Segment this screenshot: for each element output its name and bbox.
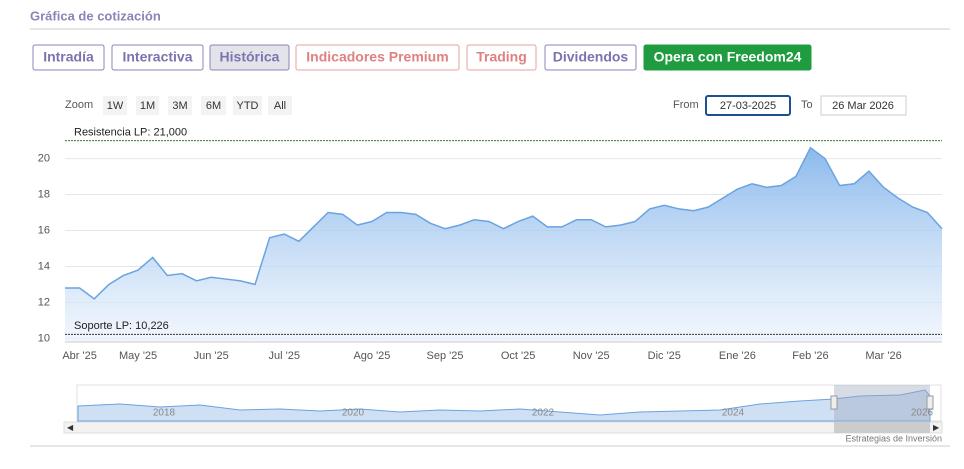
- x-tick-label: Jun '25: [194, 350, 229, 362]
- tab-label[interactable]: Intradía: [43, 49, 94, 65]
- tab[interactable]: [295, 44, 460, 71]
- x-tick-label: May '25: [119, 350, 157, 362]
- x-tick-label: Ago '25: [353, 350, 390, 362]
- scrollbar-thumb[interactable]: [834, 422, 930, 433]
- zoom-button-label[interactable]: 1M: [140, 100, 155, 112]
- zoom-button[interactable]: [136, 96, 159, 115]
- price-line: [65, 146, 943, 300]
- zoom-button[interactable]: [201, 96, 226, 115]
- navigator-selection[interactable]: [834, 385, 930, 421]
- zoom-label: Zoom: [65, 99, 93, 111]
- tab[interactable]: [643, 44, 812, 71]
- tab-label[interactable]: Dividendos: [553, 49, 629, 65]
- annotation-label: Soporte LP: 10,226: [74, 320, 169, 332]
- zoom-button[interactable]: [268, 96, 292, 115]
- x-tick-label: Oct '25: [501, 350, 536, 362]
- x-tick-label: Abr '25: [62, 350, 97, 362]
- tab-label[interactable]: Interactiva: [122, 49, 192, 65]
- navigator-handle[interactable]: [926, 395, 934, 410]
- zoom-button-label[interactable]: All: [274, 100, 286, 112]
- scroll-right[interactable]: ▶: [933, 423, 940, 432]
- tab[interactable]: [32, 44, 105, 71]
- zoom-button-label[interactable]: YTD: [237, 100, 259, 112]
- tab-label[interactable]: Trading: [476, 49, 527, 65]
- to-value[interactable]: 26 Mar 2026: [832, 100, 894, 112]
- tab[interactable]: [209, 44, 290, 71]
- tab-label[interactable]: Histórica: [220, 49, 280, 65]
- y-tick-label: 20: [38, 152, 50, 164]
- to-label: To: [801, 99, 813, 111]
- y-tick-label: 10: [38, 332, 50, 344]
- to-input[interactable]: [820, 95, 907, 116]
- navigator-year: 2026: [911, 408, 934, 419]
- tab-label[interactable]: Indicadores Premium: [306, 49, 448, 65]
- navigator-year: 2020: [342, 408, 365, 419]
- annotation-label: Resistencia LP: 21,000: [74, 126, 187, 138]
- from-label: From: [673, 99, 699, 111]
- zoom-button[interactable]: [103, 96, 127, 115]
- zoom-button-label[interactable]: 1W: [107, 100, 124, 112]
- y-tick-label: 16: [38, 224, 50, 236]
- page-title: Gráfica de cotización: [30, 8, 161, 23]
- x-tick-label: Feb '26: [792, 350, 828, 362]
- x-tick-label: Jul '25: [269, 350, 300, 362]
- y-tick-label: 12: [38, 296, 50, 308]
- navigator-year: 2024: [722, 408, 745, 419]
- y-tick-label: 18: [38, 188, 50, 200]
- zoom-button-label[interactable]: 3M: [172, 100, 187, 112]
- y-tick-label: 14: [38, 260, 50, 272]
- tab[interactable]: [544, 44, 637, 71]
- x-tick-label: Dic '25: [648, 350, 681, 362]
- credit: Estrategias de Inversión: [845, 433, 942, 443]
- zoom-button[interactable]: [233, 96, 262, 115]
- tab[interactable]: [111, 44, 204, 71]
- navigator-year: 2022: [532, 408, 555, 419]
- x-tick-label: Nov '25: [573, 350, 610, 362]
- tab-label[interactable]: Opera con Freedom24: [654, 49, 802, 65]
- x-tick-label: Mar '26: [865, 350, 901, 362]
- area-fill: [65, 147, 942, 342]
- from-input[interactable]: [705, 95, 791, 116]
- x-tick-label: Ene '26: [719, 350, 756, 362]
- scroll-left[interactable]: ◀: [67, 423, 74, 432]
- navigator-series: [77, 389, 931, 422]
- tab[interactable]: [466, 44, 537, 71]
- scrollbar[interactable]: [63, 421, 943, 434]
- navigator-handle[interactable]: [830, 395, 838, 410]
- x-tick-label: Sep '25: [427, 350, 464, 362]
- zoom-button-label[interactable]: 6M: [206, 100, 221, 112]
- from-value[interactable]: 27-03-2025: [720, 100, 776, 112]
- navigator-year: 2018: [153, 408, 176, 419]
- zoom-button[interactable]: [168, 96, 192, 115]
